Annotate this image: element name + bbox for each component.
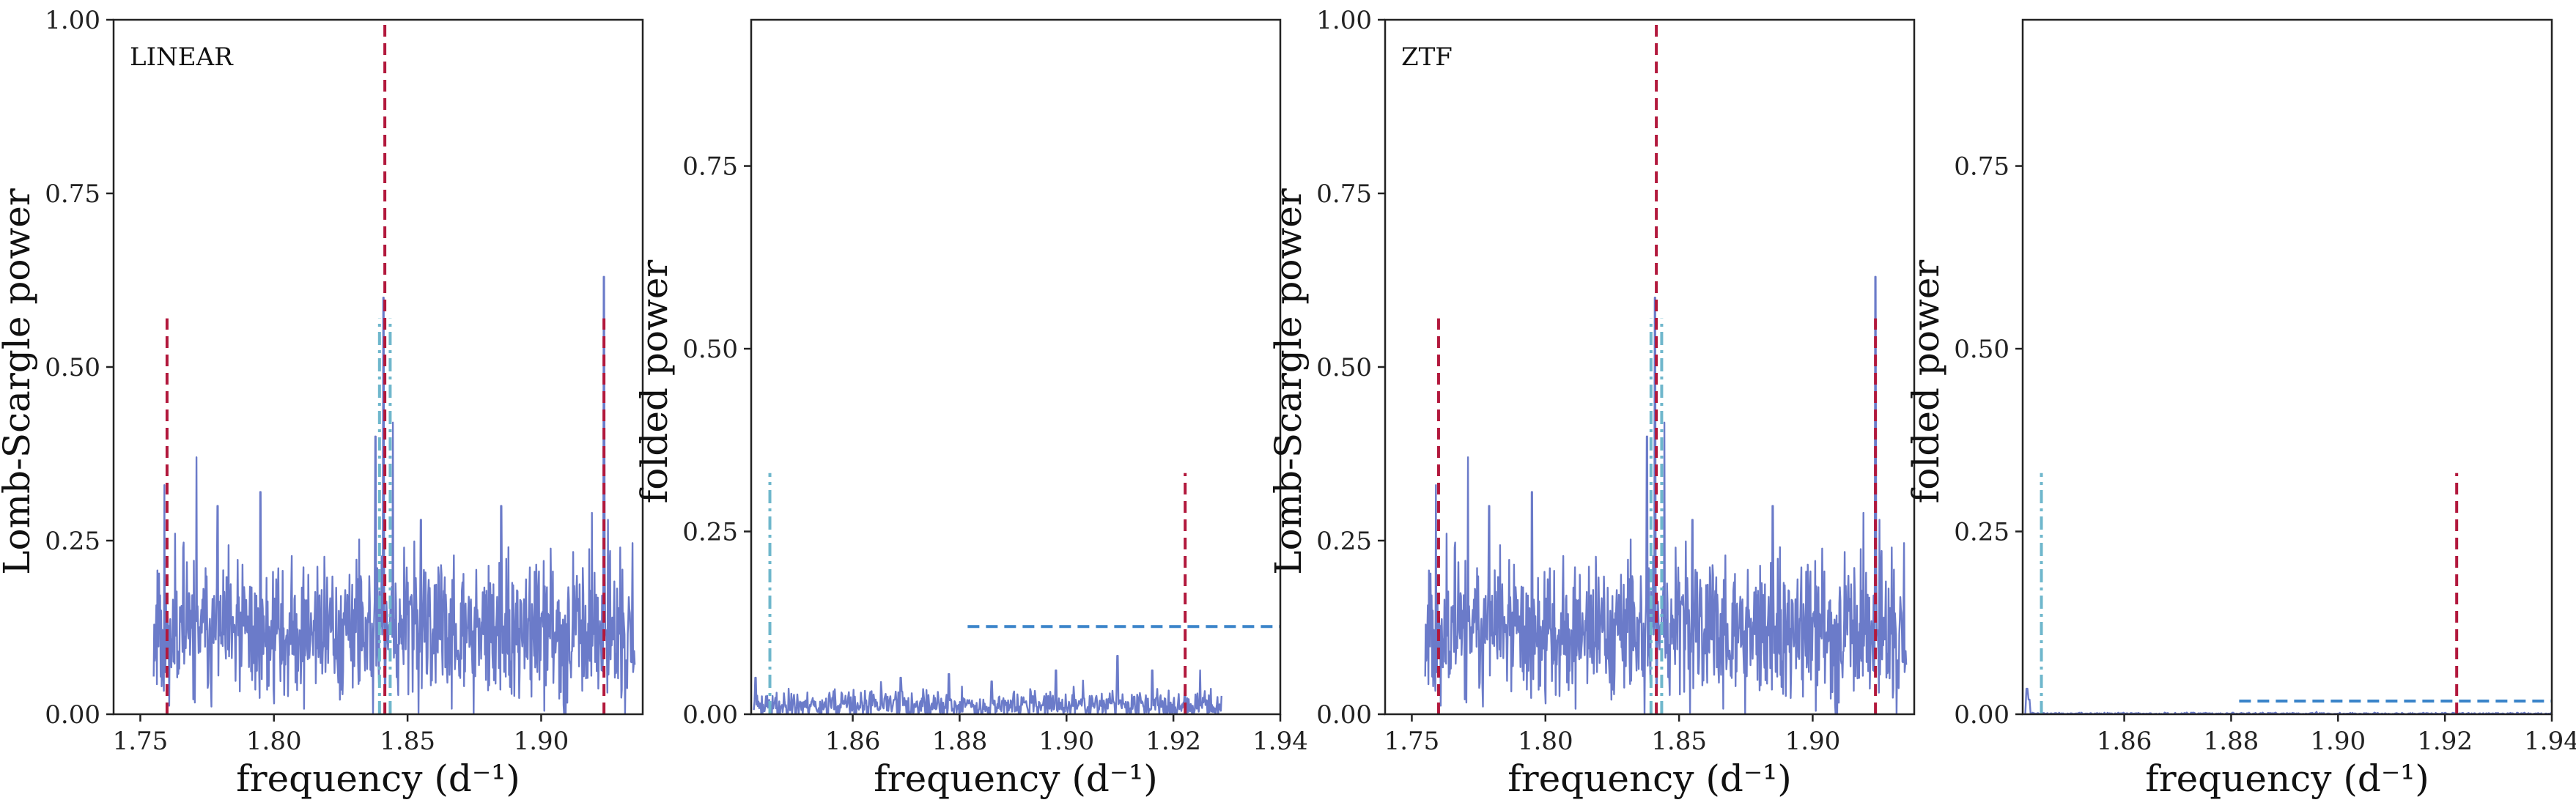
panel-1: 1.75 1.80 1.85 1.90 0.00 0.25 0.50 0.75 1.00 freq… (0, 6, 644, 800)
y-tick-label: 0.00 (1316, 700, 1372, 730)
x-tick-label: 1.86 (2097, 727, 2152, 756)
x-tick-label: 1.80 (246, 727, 302, 756)
y-tick-label: 0.75 (1316, 179, 1372, 209)
x-tick-label: 1.94 (1252, 727, 1308, 756)
x-axis-label: frequency (d⁻¹) (874, 757, 1158, 800)
y-axis-label: Lomb-Scargle power (1267, 188, 1310, 575)
x-axis-label: frequency (d⁻¹) (1507, 757, 1792, 800)
x-tick-label: 1.90 (2310, 727, 2366, 756)
axes-frame (2021, 18, 2553, 716)
panel-4: 1.86 1.88 1.90 1.92 1.94 0.00 0.25 0.50 0.75 freq… (1905, 18, 2576, 800)
x-tick-label: 1.85 (380, 727, 435, 756)
y-axis-label: Lomb-Scargle power (0, 188, 38, 575)
axes-frame (750, 18, 1282, 716)
y-tick-label: 0.25 (682, 518, 738, 547)
x-tick-label: 1.92 (2417, 727, 2473, 756)
x-tick-label: 1.80 (1518, 727, 1573, 756)
x-tick-label: 1.75 (1384, 727, 1440, 756)
y-tick-label: 1.00 (1316, 6, 1372, 35)
plot-area (2024, 472, 2552, 714)
x-tick-label: 1.86 (825, 727, 881, 756)
power-series-line (152, 275, 636, 714)
y-tick-label: 0.25 (1954, 518, 2009, 547)
y-tick-label: 0.75 (45, 179, 100, 209)
y-tick-label: 0.25 (45, 527, 100, 556)
y-tick-label: 0.75 (1954, 152, 2009, 182)
plot-area (753, 472, 1280, 714)
x-axis-label: frequency (d⁻¹) (236, 757, 520, 800)
y-tick-label: 0.75 (682, 152, 738, 182)
y-tick-label: 0.00 (682, 700, 738, 730)
power-series-line (753, 655, 1222, 714)
y-tick-label: 0.50 (45, 353, 100, 382)
y-tick-label: 0.25 (1316, 527, 1372, 556)
x-tick-label: 1.94 (2524, 727, 2576, 756)
x-tick-label: 1.90 (1038, 727, 1094, 756)
power-series-line (1424, 275, 1908, 714)
x-axis-label: frequency (d⁻¹) (2145, 757, 2429, 800)
y-tick-label: 0.50 (1954, 335, 2009, 364)
x-tick-label: 1.90 (1785, 727, 1841, 756)
y-tick-label: 0.50 (1316, 353, 1372, 382)
plot-area (1424, 20, 1908, 714)
x-tick-label: 1.85 (1651, 727, 1707, 756)
y-tick-label: 0.50 (682, 335, 738, 364)
x-tick-label: 1.88 (932, 727, 988, 756)
y-axis-label: folded power (633, 260, 676, 504)
panel-2: 1.86 1.88 1.90 1.92 1.94 0.00 0.25 0.50 0.75 freq… (633, 18, 1308, 800)
x-tick-label: 1.90 (514, 727, 569, 756)
panel-label: ZTF (1401, 42, 1453, 72)
x-tick-label: 1.75 (113, 727, 169, 756)
panel-label: LINEAR (130, 42, 234, 72)
y-tick-label: 1.00 (45, 6, 100, 35)
panel-3: 1.75 1.80 1.85 1.90 0.00 0.25 0.50 0.75 1.00 freq… (1267, 6, 1916, 800)
y-tick-label: 0.00 (1954, 700, 2009, 730)
x-tick-label: 1.92 (1145, 727, 1201, 756)
y-axis-label: folded power (1905, 260, 1947, 504)
power-series-line (2024, 687, 2552, 714)
y-tick-label: 0.00 (45, 700, 100, 730)
x-tick-label: 1.88 (2204, 727, 2259, 756)
plot-area (152, 20, 636, 714)
